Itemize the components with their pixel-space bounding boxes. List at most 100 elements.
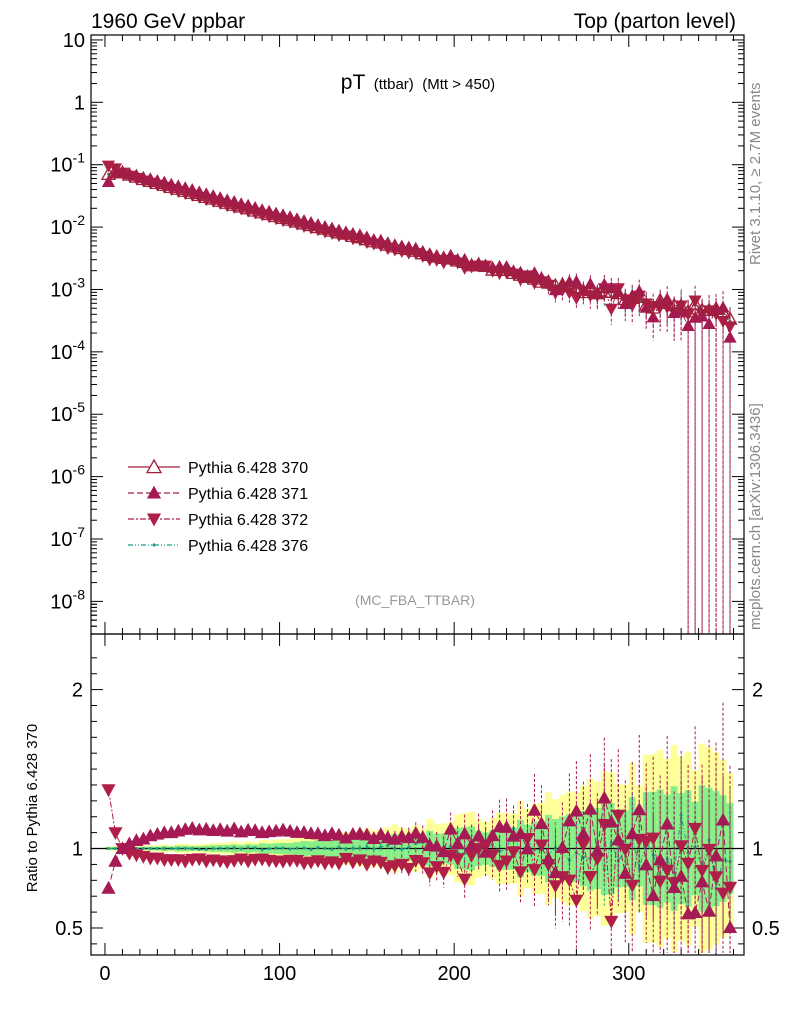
ratio-frame [90,633,745,956]
y-tick-label: 10-1 [50,150,85,177]
ratio-point-371 [108,853,123,867]
legend-entry: Pythia 6.428 371 [128,485,308,503]
point-370 [680,303,696,318]
ratio-point-372 [625,879,640,893]
point-370 [142,173,158,187]
y-tick-exponent: -1 [73,150,86,166]
legend-label: Pythia 6.428 372 [188,512,308,529]
point-370 [135,171,151,186]
point-370 [226,197,242,211]
ratio-point-371 [548,865,563,879]
ratio-point-376 [106,847,110,851]
point-370 [373,234,389,249]
ratio-point-372 [646,832,661,846]
ratio-point-376 [253,846,257,850]
ratio-point-371 [359,827,374,841]
point-370 [352,229,368,244]
point-370 [638,296,654,311]
ratio-point-371 [722,920,738,933]
ratio-point-372 [101,784,116,798]
ratio-point-376 [148,847,152,851]
y-tick-label: 10-4 [50,337,85,364]
ratio-point-372 [450,853,465,867]
ratio-point-376 [379,845,383,849]
ratio-point-376 [407,845,411,849]
point-370 [666,297,682,312]
point-371 [101,175,116,187]
ratio-point-371 [653,852,668,866]
ratio-point-376 [609,841,613,845]
title-main: pT [341,71,366,94]
legend: Pythia 6.428 370 Pythia 6.428 371 Pythia 6… [128,458,308,555]
ratio-point-371 [583,801,598,815]
point-370 [568,279,584,294]
y-tick-base: 10 [50,404,72,426]
rivet-label: Rivet 3.1.10, ≥ 2.7M events [747,83,764,266]
ratio-point-372 [359,858,374,872]
ratio-point-371 [562,813,577,827]
ratio-point-371 [527,803,542,816]
point-370 [380,237,396,251]
ratio-tick-label-right: 0.5 [752,918,780,940]
ratio-point-371 [639,857,654,871]
ratio-point-376 [365,845,369,849]
legend-label: Pythia 6.428 370 [188,460,308,477]
ratio-point-376 [295,846,299,850]
y-tick-base: 10 [50,591,72,613]
ratio-point-372 [331,857,347,871]
point-370 [212,193,228,207]
ratio-point-371 [429,838,444,852]
plot-title: pT (ttbar) (Mtt > 450) [341,71,495,94]
point-370 [408,243,424,257]
ratio-point-376 [141,847,145,851]
point-370 [498,262,515,276]
ratio-point-376 [358,846,362,850]
ratio-point-376 [162,847,166,851]
point-370 [268,208,284,223]
ratio-point-376 [176,847,180,851]
ratio-point-376 [225,846,229,850]
y-tick-base: 10 [50,467,72,489]
ratio-axis-label: Ratio to Pythia 6.428 370 [24,724,41,892]
ratio-point-376 [246,845,250,849]
point-370 [247,202,263,217]
y-tick-label: 10-7 [50,524,85,551]
ratio-point-372 [415,857,430,871]
ratio-point-371 [534,816,549,830]
ratio-point-372 [583,870,598,884]
x-tick-label: 200 [437,963,470,985]
ratio-point-376 [232,846,236,850]
ratio-point-372 [604,915,619,929]
ratio-point-372 [562,874,577,888]
y-tick-label: 10-8 [50,586,85,613]
ratio-point-371 [569,803,584,817]
ratio-point-371 [688,905,703,919]
y-tick-exponent: -3 [73,274,86,290]
point-370 [254,204,270,219]
header-process: Top (parton level) [574,10,736,33]
ratio-point-376 [323,846,327,850]
title-cut: (Mtt > 450) [422,76,495,93]
point-370 [387,238,403,253]
ratio-point-371 [436,844,451,858]
ratio-point-371 [701,903,717,917]
ratio-point-376 [337,845,341,849]
ratio-tick-label-right: 1 [752,839,763,861]
point-370 [205,191,221,205]
point-370 [317,221,333,235]
ratio-point-371 [443,821,458,835]
ratio-point-371 [408,825,423,839]
ratio-point-376 [190,847,194,851]
ratio-point-376 [372,847,376,851]
ratio-point-371 [373,827,388,841]
x-tick-label: 0 [99,963,110,985]
ratio-plot: 0 100 200 300 0.5 0.5 1 1 2 2 [55,633,780,985]
y-tick-label: 10-3 [50,274,85,301]
ratio-point-372 [457,873,472,887]
point-370 [107,163,124,177]
legend-entry: Pythia 6.428 370 [128,458,308,477]
point-370 [303,217,319,232]
legend-marker [146,485,162,499]
point-370 [582,282,598,297]
